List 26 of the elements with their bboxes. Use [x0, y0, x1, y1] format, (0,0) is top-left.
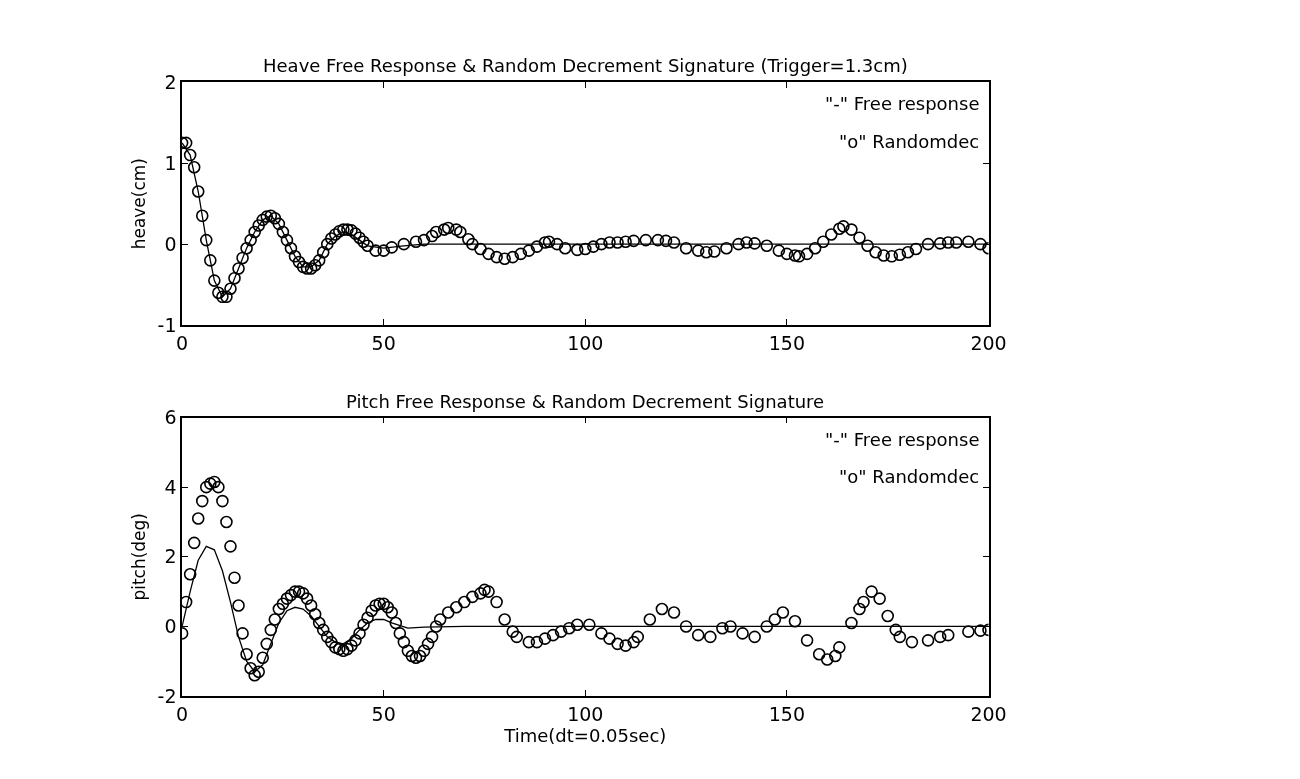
x-tick-label: 100	[567, 331, 604, 354]
annotation: "o" Randomdec	[839, 131, 980, 152]
x-tick-label: 200	[970, 331, 1007, 354]
y-tick-label: 4	[164, 475, 177, 498]
y-tick-label: 2	[164, 545, 177, 568]
x-tick-label: 100	[567, 702, 604, 725]
annotation: "-" Free response	[825, 429, 980, 450]
chart-title: Heave Free Response & Random Decrement Signature (Trigger=1.3cm)	[263, 55, 908, 76]
y-tick-label: 6	[164, 406, 177, 429]
y-tick-label: -2	[157, 684, 177, 707]
x-tick-label: 50	[371, 331, 396, 354]
x-tick-label: 50	[371, 702, 396, 725]
y-tick-label: 0	[164, 615, 177, 638]
y-tick-label: -1	[157, 313, 177, 336]
y-axis-title: pitch(deg)	[128, 512, 149, 601]
y-tick-label: 1	[164, 151, 177, 174]
annotation: "o" Randomdec	[839, 466, 980, 487]
y-axis-title: heave(cm)	[128, 157, 149, 250]
x-tick-label: 150	[768, 702, 806, 725]
x-axis-title: Time(dt=0.05sec)	[503, 724, 667, 746]
chart-title: Pitch Free Response & Random Decrement Signature	[346, 391, 825, 412]
y-tick-label: 2	[164, 70, 177, 93]
y-tick-label: 0	[164, 232, 177, 255]
x-tick-label: 200	[970, 702, 1007, 725]
annotation: "-" Free response	[825, 93, 980, 114]
x-tick-label: 150	[768, 331, 806, 354]
